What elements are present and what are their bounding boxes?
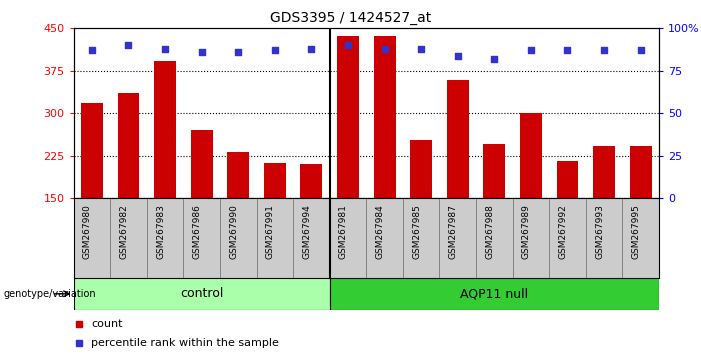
Text: GSM267990: GSM267990: [229, 205, 238, 259]
Text: GSM267985: GSM267985: [412, 205, 421, 259]
Text: GSM267991: GSM267991: [266, 205, 275, 259]
Bar: [118, 93, 139, 198]
Text: GSM267984: GSM267984: [376, 205, 385, 259]
Point: [342, 42, 353, 48]
Text: GSM267988: GSM267988: [485, 205, 494, 259]
Text: count: count: [91, 319, 123, 329]
Text: GSM267993: GSM267993: [595, 205, 604, 259]
Text: GSM267995: GSM267995: [632, 205, 641, 259]
Bar: [483, 144, 505, 198]
Text: genotype/variation: genotype/variation: [4, 289, 96, 299]
Point: [86, 47, 97, 53]
Point: [599, 47, 610, 53]
Bar: [81, 103, 103, 198]
Bar: [337, 36, 359, 198]
Text: GDS3395 / 1424527_at: GDS3395 / 1424527_at: [270, 11, 431, 25]
Point: [123, 42, 134, 48]
Text: GSM267981: GSM267981: [339, 205, 348, 259]
Point: [233, 49, 244, 55]
Bar: [74, 278, 329, 310]
Text: GSM267983: GSM267983: [156, 205, 165, 259]
Text: GSM267992: GSM267992: [559, 205, 568, 259]
Point: [489, 56, 500, 62]
Bar: [264, 162, 286, 198]
Text: GSM267986: GSM267986: [193, 205, 202, 259]
Point: [414, 266, 425, 271]
Bar: [301, 164, 322, 198]
Bar: [629, 145, 652, 198]
Bar: [374, 36, 395, 198]
Point: [414, 88, 425, 94]
Text: GSM267987: GSM267987: [449, 205, 458, 259]
Point: [452, 53, 463, 58]
Bar: [593, 145, 615, 198]
Text: GSM267980: GSM267980: [83, 205, 92, 259]
Text: control: control: [180, 287, 224, 300]
Bar: [557, 161, 578, 198]
Bar: [447, 80, 469, 198]
Bar: [520, 113, 542, 198]
Text: GSM267982: GSM267982: [119, 205, 128, 259]
Point: [269, 47, 280, 53]
Text: GSM267994: GSM267994: [302, 205, 311, 259]
Text: AQP11 null: AQP11 null: [461, 287, 529, 300]
Text: GSM267989: GSM267989: [522, 205, 531, 259]
Text: percentile rank within the sample: percentile rank within the sample: [91, 338, 279, 348]
Point: [562, 47, 573, 53]
Point: [159, 46, 170, 52]
Bar: [410, 140, 432, 198]
Point: [379, 46, 390, 52]
Bar: [191, 130, 212, 198]
Point: [525, 47, 536, 53]
Point: [416, 46, 427, 52]
Bar: [154, 61, 176, 198]
Bar: [227, 152, 249, 198]
Point: [635, 47, 646, 53]
Bar: [329, 278, 659, 310]
Point: [196, 49, 207, 55]
Point: [306, 46, 317, 52]
